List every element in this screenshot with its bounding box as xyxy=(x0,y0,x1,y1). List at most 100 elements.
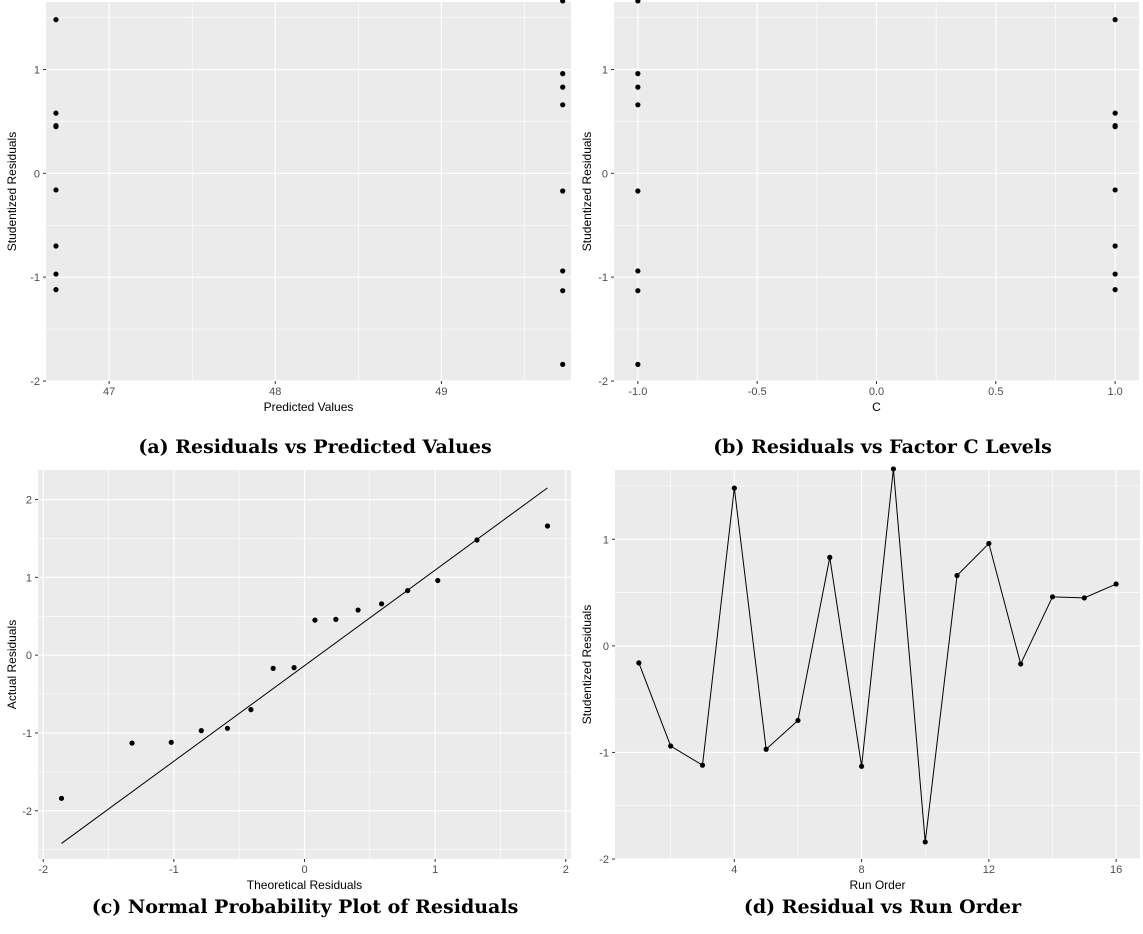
chart-d-data-point xyxy=(795,717,801,724)
chart-a-data-point xyxy=(53,124,59,130)
chart-a-data-point xyxy=(53,287,59,293)
chart-a-data-point xyxy=(560,188,566,194)
chart-a-panel-bg xyxy=(46,2,571,381)
chart-c-x-axis-label: Theoretical Residuals xyxy=(247,878,362,892)
chart-a-x-tick-label: 49 xyxy=(435,386,447,398)
chart-d-data-point xyxy=(1081,595,1087,601)
chart-c-y-tick-label: -2 xyxy=(22,806,32,818)
chart-c-grid xyxy=(38,470,571,859)
chart-c-data-point xyxy=(270,665,276,671)
chart-b-x-tick-label: 0.5 xyxy=(988,386,1003,398)
chart-b-svg: -1.0 -0.5 0.0 0.5 1.0 -2 -1 0 1 C Studentized Resi… xyxy=(580,0,1139,414)
chart-a-y-tick-label: -1 xyxy=(30,272,40,284)
chart-d-data-point xyxy=(858,763,865,769)
chart-d-x-tick-label: 4 xyxy=(731,864,737,876)
chart-c-data-point xyxy=(291,665,297,671)
chart-d-x-tick-label: 16 xyxy=(1110,864,1122,876)
chart-c-data-point xyxy=(58,795,65,801)
chart-c-data-point xyxy=(378,601,385,607)
chart-a-data-point xyxy=(560,288,566,294)
chart-a: 47 48 49 -2 -1 0 1 Predicted Values Studentized … xyxy=(0,0,575,425)
chart-b-data-point xyxy=(1112,271,1118,277)
chart-a-data-point xyxy=(53,17,59,23)
chart-b-data-point xyxy=(635,102,641,108)
chart-c-data-point xyxy=(544,523,551,529)
chart-d-data-point xyxy=(636,660,642,666)
chart-c-y-tick-label: 1 xyxy=(26,572,32,584)
chart-d-x-axis-label: Run Order xyxy=(849,878,905,892)
chart-d-data-point xyxy=(699,762,706,768)
chart-a-data-point xyxy=(560,361,566,367)
chart-c-y-tick-label: 2 xyxy=(26,495,32,507)
chart-b-data-point xyxy=(1112,17,1118,23)
chart-a-data-point xyxy=(53,110,59,116)
chart-b-data-point xyxy=(635,0,641,4)
chart-b-data-point xyxy=(635,361,641,367)
chart-b-data-point xyxy=(1112,124,1118,130)
chart-d-data-point xyxy=(668,743,674,749)
chart-d-x-tick-label: 12 xyxy=(983,864,995,876)
chart-d-data-point xyxy=(922,839,928,845)
chart-a-data-point xyxy=(53,187,59,193)
chart-d-data-point xyxy=(986,540,992,547)
chart-c-data-point xyxy=(333,616,339,622)
chart-c-data-point xyxy=(129,740,135,746)
chart-b-data-point xyxy=(1112,243,1118,249)
chart-c-caption: (c) Normal Probability Plot of Residuals xyxy=(91,896,519,918)
chart-c-x-tick-label: 0 xyxy=(301,864,307,876)
chart-d-y-axis-label: Studentized Residuals xyxy=(580,605,594,724)
chart-c-y-tick-label: 0 xyxy=(26,650,32,662)
chart-c: -2 -1 0 1 2 -2 -1 0 1 2 Theoretical Residuals Actua… xyxy=(0,462,575,892)
chart-c-data-point xyxy=(224,725,231,731)
chart-c-svg: -2 -1 0 1 2 -2 -1 0 1 2 Theoretical Residuals Actua… xyxy=(5,470,571,892)
chart-d: 4 8 12 16 -2 -1 0 1 Run Order Studentized Residua… xyxy=(575,462,1143,892)
chart-b-y-tick-label: -2 xyxy=(598,376,608,388)
chart-d-y-tick-label: 1 xyxy=(603,534,609,546)
chart-c-x-tick-label: 2 xyxy=(563,864,569,876)
chart-d-data-point xyxy=(731,485,737,491)
chart-c-data-point xyxy=(474,537,480,543)
chart-d-data-point xyxy=(827,554,833,560)
chart-a-svg: 47 48 49 -2 -1 0 1 Predicted Values Studentized … xyxy=(5,0,571,414)
chart-c-data-point xyxy=(405,587,411,594)
chart-d-series-line xyxy=(638,468,1117,843)
chart-b-data-point xyxy=(635,288,641,294)
chart-b-data-point xyxy=(1112,287,1118,293)
chart-b-data-point xyxy=(635,268,641,274)
chart-a-data-point xyxy=(53,243,59,249)
chart-a-x-tick-label: 48 xyxy=(269,386,281,398)
chart-b-y-tick-label: 1 xyxy=(602,64,608,76)
chart-a-y-tick-label: 0 xyxy=(34,168,40,180)
chart-c-x-tick-label: 1 xyxy=(432,864,438,876)
chart-c-data-point xyxy=(435,577,441,584)
chart-d-y-tick-label: -2 xyxy=(599,854,609,866)
chart-d-data-point xyxy=(763,746,769,752)
chart-c-data-point xyxy=(248,707,254,713)
chart-a-caption: (a) Residuals vs Predicted Values xyxy=(138,436,492,458)
chart-c-x-tick-label: -1 xyxy=(169,864,179,876)
chart-b-data-point xyxy=(635,71,641,77)
chart-c-x-tick-label: -2 xyxy=(38,864,48,876)
chart-b-x-tick-label: 1.0 xyxy=(1107,386,1122,398)
chart-b-data-point xyxy=(635,84,641,90)
chart-b-x-tick-label: 0.0 xyxy=(869,386,884,398)
chart-a-x-tick-label: 47 xyxy=(103,386,115,398)
chart-c-data-point xyxy=(198,728,204,734)
chart-a-y-tick-label: 1 xyxy=(34,64,40,76)
chart-b-y-tick-label: -1 xyxy=(598,272,608,284)
chart-d-data-point xyxy=(1113,581,1119,587)
chart-d-x-tick-label: 8 xyxy=(859,864,865,876)
chart-d-data-point xyxy=(954,572,960,579)
chart-c-data-point xyxy=(168,739,174,745)
chart-a-y-axis-label: Studentized Residuals xyxy=(5,132,19,251)
chart-a-data-point xyxy=(560,0,566,4)
chart-b-data-point xyxy=(635,188,641,194)
chart-b-x-axis-label: C xyxy=(872,400,881,414)
chart-b: -1.0 -0.5 0.0 0.5 1.0 -2 -1 0 1 C Studentized Resi… xyxy=(575,0,1143,425)
chart-c-y-axis-label: Actual Residuals xyxy=(5,620,19,709)
chart-a-data-point xyxy=(560,84,566,90)
chart-a-data-point xyxy=(53,271,59,277)
chart-b-caption: (b) Residuals vs Factor C Levels xyxy=(713,436,1052,458)
chart-a-data-point xyxy=(560,71,566,77)
chart-a-x-axis-label: Predicted Values xyxy=(264,400,354,414)
